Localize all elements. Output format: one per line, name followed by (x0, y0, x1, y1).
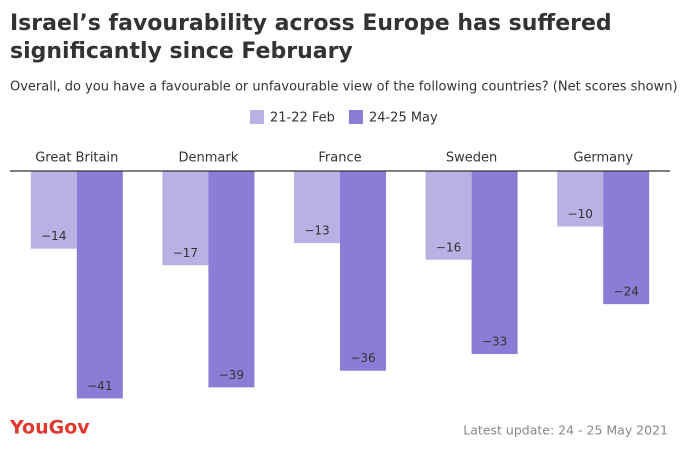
value-label: −17 (173, 246, 198, 260)
x-tick-label: Germany (573, 151, 633, 166)
bar (208, 171, 255, 388)
bar (425, 171, 472, 260)
bar (557, 171, 604, 227)
value-label: −14 (41, 229, 66, 243)
legend-label: 21-22 Feb (270, 111, 335, 126)
x-tick-label: Sweden (446, 151, 497, 166)
x-tick-label: Denmark (179, 151, 239, 166)
legend-label: 24-25 May (369, 111, 438, 126)
x-tick-label: Great Britain (35, 151, 118, 166)
value-label: −41 (87, 379, 112, 393)
legend-swatch (250, 110, 264, 124)
value-label: −39 (219, 368, 244, 382)
value-label: −24 (614, 285, 639, 299)
value-label: −13 (304, 224, 329, 238)
bar (471, 171, 518, 355)
logo: YouGov (9, 417, 90, 439)
bar (30, 171, 77, 249)
chart-title: Israel’s favourability across Europe has… (10, 11, 612, 36)
bar (294, 171, 340, 244)
value-label: −36 (350, 351, 375, 365)
legend-swatch (348, 110, 363, 124)
chart-title: significantly since February (10, 39, 353, 64)
bar (162, 171, 209, 266)
chart-subtitle: Overall, do you have a favourable or unf… (10, 80, 678, 95)
x-tick-label: France (318, 151, 361, 166)
bar (603, 171, 650, 305)
bar (76, 171, 123, 399)
value-label: −16 (436, 240, 461, 254)
bar (340, 171, 386, 371)
footnote: Latest update: 24 - 25 May 2021 (463, 423, 668, 438)
value-label: −10 (568, 207, 593, 221)
value-label: −33 (482, 335, 507, 349)
